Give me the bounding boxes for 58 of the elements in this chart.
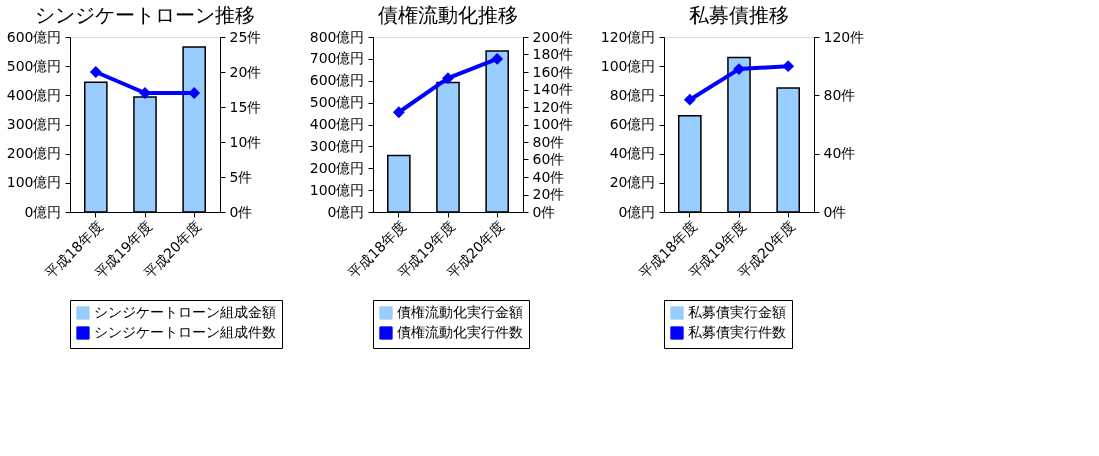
y2-tick-label: 180件 [532, 46, 574, 62]
y2-tick-label: 0件 [229, 203, 253, 220]
y2-tick-label: 0件 [532, 203, 556, 220]
y2-tick-label: 80件 [532, 133, 565, 150]
y2-tick-label: 5件 [229, 168, 253, 185]
y2-tick-label: 200件 [532, 28, 574, 45]
legend-label: シンジケートローン組成金額 [94, 304, 276, 320]
y2-tick-label: 80件 [823, 86, 856, 103]
y-tick-label: 400億円 [6, 86, 62, 103]
y-tick-label: 300億円 [309, 137, 365, 154]
legend-label: 私募債実行金額 [688, 304, 786, 320]
point [782, 60, 795, 73]
y2-tick-label: 0件 [823, 203, 847, 220]
chart-title: シンジケートローン推移 [35, 3, 255, 27]
y-tick-label: 0億円 [618, 203, 656, 220]
y-tick-label: 100億円 [600, 57, 656, 74]
y2-tick-label: 120件 [823, 28, 865, 45]
y2-tick-label: 120件 [532, 98, 574, 115]
y2-tick-label: 15件 [229, 98, 262, 115]
y-tick-label: 600億円 [6, 28, 62, 45]
y-tick-label: 40億円 [609, 145, 656, 162]
y-tick-label: 0億円 [327, 203, 365, 220]
y-tick-label: 100億円 [309, 181, 365, 198]
y2-tick-label: 160件 [532, 63, 574, 80]
y2-tick-label: 25件 [229, 28, 262, 45]
y-tick-label: 500億円 [6, 57, 62, 74]
y2-tick-label: 10件 [229, 133, 262, 150]
point [683, 93, 696, 106]
y-tick-label: 20億円 [609, 174, 656, 191]
y-tick-label: 300億円 [6, 116, 62, 132]
legend-label: 債権流動化実行金額 [397, 304, 523, 320]
y2-tick-label: 20件 [532, 186, 565, 202]
legend-label: 債権流動化実行件数 [397, 324, 523, 340]
y-tick-label: 700億円 [309, 50, 365, 67]
y-tick-label: 600億円 [309, 72, 365, 89]
point [392, 106, 405, 119]
point [442, 72, 454, 85]
y-tick-label: 120億円 [600, 28, 656, 45]
y-tick-label: 500億円 [309, 94, 365, 111]
y2-tick-label: 140件 [532, 81, 574, 97]
chart-title: 私募債推移 [689, 3, 789, 27]
y-tick-label: 800億円 [309, 28, 365, 45]
point [491, 52, 504, 65]
y-tick-label: 200億円 [6, 145, 62, 162]
y2-tick-label: 60件 [532, 151, 565, 167]
y-tick-label: 80億円 [609, 86, 656, 103]
y-tick-label: 100億円 [6, 174, 62, 191]
y2-tick-label: 100件 [532, 116, 574, 132]
legend-label: 私募債実行件数 [688, 324, 786, 340]
y2-tick-label: 20件 [229, 63, 262, 80]
legend-label: シンジケートローン組成件数 [94, 324, 276, 340]
y2-tick-label: 40件 [532, 168, 565, 185]
y-tick-label: 400億円 [309, 116, 365, 132]
y-tick-label: 0億円 [24, 203, 62, 220]
chart-title: 債権流動化推移 [378, 3, 518, 27]
y-tick-label: 200億円 [309, 159, 365, 176]
y-tick-label: 60億円 [609, 116, 656, 132]
y2-tick-label: 40件 [823, 145, 856, 162]
